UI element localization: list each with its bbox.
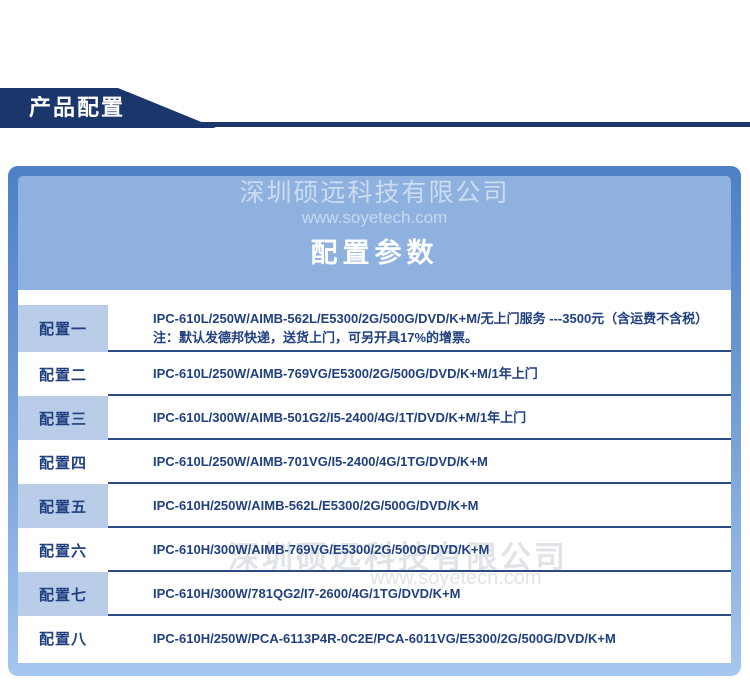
section-title: 产品配置	[29, 95, 126, 120]
config-label: 配置六	[38, 542, 87, 560]
spec-line: IPC-610L/250W/AIMB-701VG/I5-2400/4G/1TG/…	[153, 453, 488, 469]
config-label: 配置八	[38, 630, 87, 648]
config-label: 配置二	[38, 366, 87, 384]
banner-trapezoid: 产品配置	[0, 88, 216, 128]
config-spec: IPC-610H/300W/781QG2/I7-2600/4G/1TG/DVD/…	[108, 572, 731, 616]
config-spec: IPC-610H/250W/PCA-6113P4R-0C2E/PCA-6011V…	[108, 616, 731, 660]
config-spec: IPC-610L/250W/AIMB-769VG/E5300/2G/500G/D…	[108, 352, 731, 396]
watermark-company: 深圳硕远科技有限公司	[239, 179, 510, 207]
table-row: 配置四 IPC-610L/250W/AIMB-701VG/I5-2400/4G/…	[18, 440, 731, 484]
config-label: 配置一	[18, 305, 108, 352]
table-row: 配置七 IPC-610H/300W/781QG2/I7-2600/4G/1TG/…	[18, 572, 731, 616]
table-watermark-company: 深圳硕远科技有限公司	[228, 540, 568, 575]
watermark-website: www.soyetech.com	[301, 208, 448, 227]
table-row: 配置六 IPC-610H/300W/AIMB-769VG/E5300/2G/50…	[18, 528, 731, 572]
spec-line: IPC-610L/300W/AIMB-501G2/I5-2400/4G/1T/D…	[153, 409, 527, 425]
config-label: 配置五	[18, 484, 108, 528]
config-spec: IPC-610L/250W/AIMB-701VG/I5-2400/4G/1TG/…	[108, 440, 731, 484]
section-banner: 产品配置	[0, 88, 750, 128]
table-row: 配置八 IPC-610H/250W/PCA-6113P4R-0C2E/PCA-6…	[18, 616, 731, 660]
table-row: 配置五 IPC-610H/250W/AIMB-562L/E5300/2G/500…	[18, 484, 731, 528]
spec-line: IPC-610L/250W/AIMB-769VG/E5300/2G/500G/D…	[153, 365, 538, 381]
config-spec: IPC-610L/250W/AIMB-562L/E5300/2G/500G/DV…	[108, 305, 731, 352]
config-spec: IPC-610L/300W/AIMB-501G2/I5-2400/4G/1T/D…	[108, 396, 731, 440]
panel-title: 配置参数	[310, 238, 439, 268]
panel-header: 深圳硕远科技有限公司 www.soyetech.com 配置参数	[18, 176, 731, 290]
banner-underline	[145, 122, 750, 127]
config-label: 配置四	[38, 454, 87, 472]
config-spec: IPC-610H/250W/AIMB-562L/E5300/2G/500G/DV…	[108, 484, 731, 528]
table-row: 配置二 IPC-610L/250W/AIMB-769VG/E5300/2G/50…	[18, 352, 731, 396]
config-table: 深圳硕远科技有限公司 www.soyetech.com 配置一 IPC-610L…	[18, 290, 731, 663]
table-watermark-website: www.soyetech.com	[370, 567, 542, 589]
spec-note: 注：默认发德邦快递，送货上门，可另开具17%的增票。	[153, 329, 479, 345]
table-row: 配置三 IPC-610L/300W/AIMB-501G2/I5-2400/4G/…	[18, 396, 731, 440]
config-label: 配置三	[18, 396, 108, 440]
spec-line: IPC-610H/300W/781QG2/I7-2600/4G/1TG/DVD/…	[153, 585, 461, 601]
spec-line: IPC-610L/250W/AIMB-562L/E5300/2G/500G/DV…	[153, 310, 709, 326]
config-label: 配置七	[18, 572, 108, 616]
config-panel: 深圳硕远科技有限公司 www.soyetech.com 配置参数 深圳硕远科技有…	[8, 166, 741, 676]
spec-line: IPC-610H/300W/AIMB-769VG/E5300/2G/500G/D…	[153, 541, 490, 557]
config-spec: IPC-610H/300W/AIMB-769VG/E5300/2G/500G/D…	[108, 528, 731, 572]
table-row: 配置一 IPC-610L/250W/AIMB-562L/E5300/2G/500…	[18, 305, 731, 352]
spec-line: IPC-610H/250W/AIMB-562L/E5300/2G/500G/DV…	[153, 497, 479, 513]
spec-line: IPC-610H/250W/PCA-6113P4R-0C2E/PCA-6011V…	[153, 630, 616, 646]
